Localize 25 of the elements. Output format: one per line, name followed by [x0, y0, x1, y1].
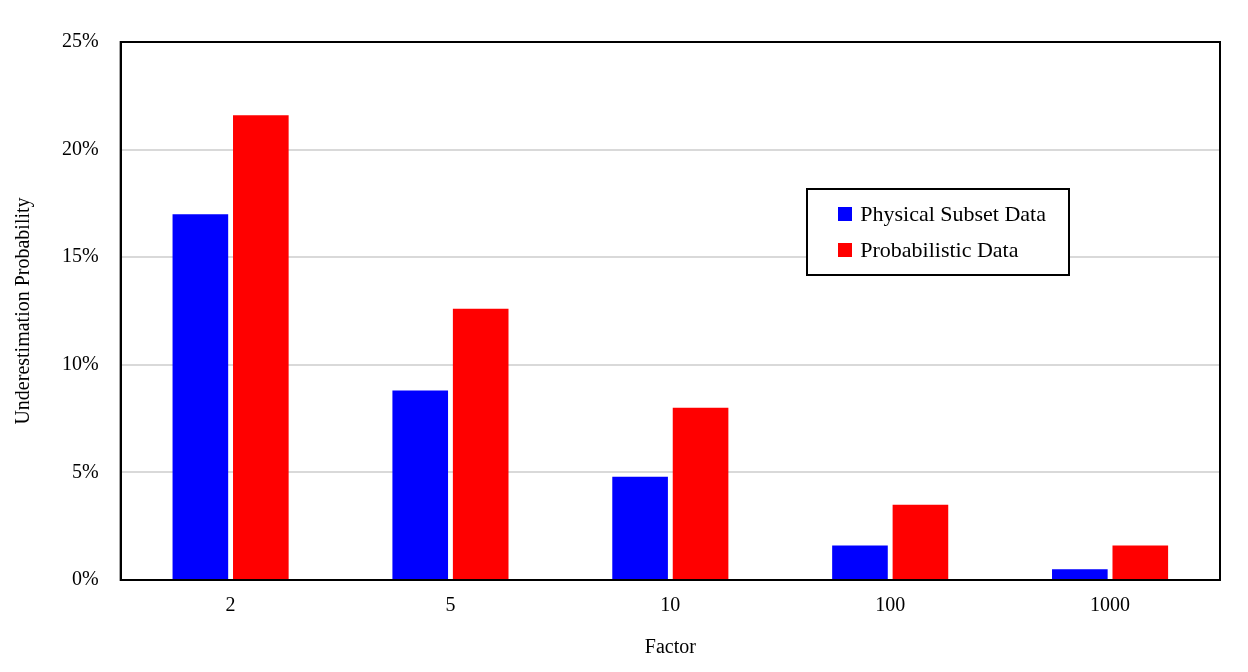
- bar: [233, 115, 289, 579]
- bar: [1052, 569, 1108, 579]
- x-tick-label: 10: [660, 593, 681, 616]
- legend-label: Physical Subset Data: [860, 200, 1046, 228]
- y-tick-label: 10%: [61, 352, 99, 375]
- y-tick-label: 25%: [61, 29, 99, 52]
- bar: [452, 308, 509, 579]
- x-tick-label: 2: [225, 593, 236, 616]
- bar: [612, 476, 668, 579]
- y-tick-label: 15%: [61, 244, 99, 267]
- x-tick-label: 1000: [1090, 593, 1131, 616]
- bar: [832, 545, 888, 579]
- y-axis-title: Underestimation Probability: [11, 197, 35, 425]
- legend-label: Probabilistic Data: [860, 236, 1019, 264]
- bar: [1112, 545, 1169, 579]
- bar: [392, 390, 449, 579]
- bar: [172, 214, 229, 579]
- bar: [672, 407, 729, 579]
- x-axis-title: Factor: [644, 635, 697, 658]
- y-tick-label: 0%: [71, 567, 99, 590]
- x-tick-label: 100: [875, 593, 906, 616]
- y-tick-label: 20%: [61, 136, 99, 159]
- x-tick-label: 5: [445, 593, 456, 616]
- bar: [892, 504, 949, 579]
- y-tick-label: 5%: [71, 459, 99, 482]
